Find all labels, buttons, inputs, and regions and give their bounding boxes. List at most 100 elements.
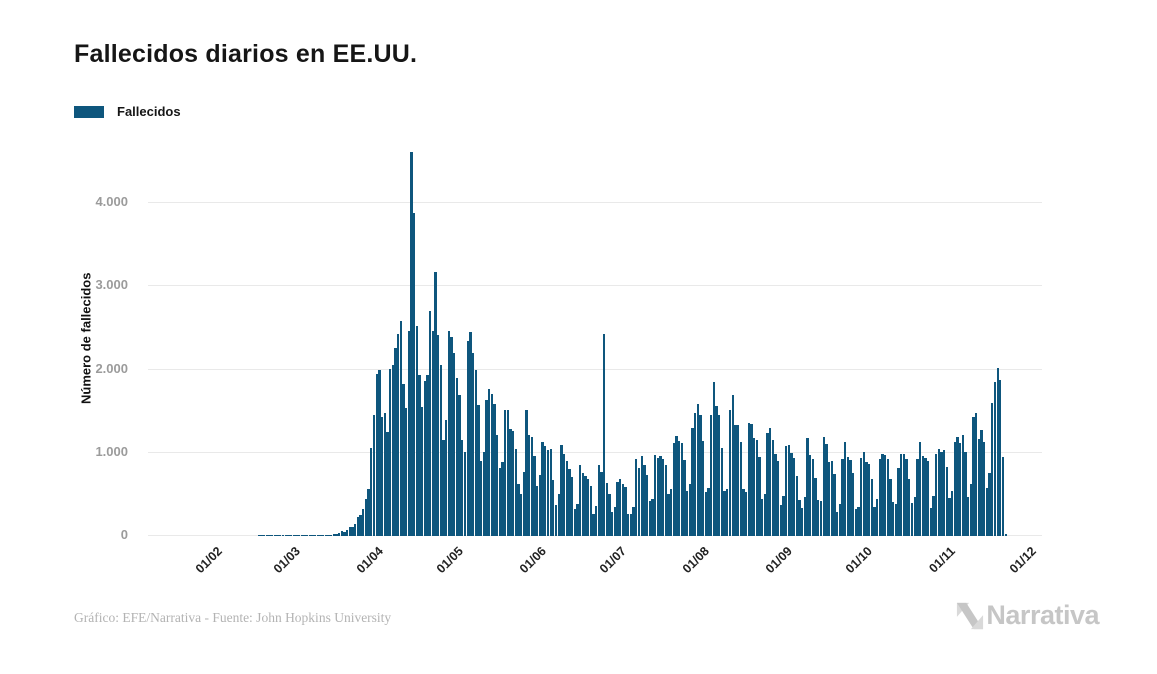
bar bbox=[621, 484, 625, 536]
bar bbox=[370, 447, 373, 536]
bar bbox=[313, 535, 317, 536]
bar bbox=[637, 467, 641, 536]
bar bbox=[736, 425, 740, 536]
bar bbox=[303, 535, 306, 536]
bar bbox=[378, 370, 381, 536]
bar bbox=[672, 442, 675, 536]
bar bbox=[798, 500, 801, 536]
bar bbox=[744, 491, 748, 536]
bar bbox=[429, 311, 432, 536]
bar bbox=[565, 461, 568, 536]
bar bbox=[750, 423, 753, 536]
bar bbox=[268, 535, 271, 536]
bar bbox=[653, 455, 657, 536]
bar bbox=[739, 442, 742, 536]
gridline bbox=[148, 368, 1042, 370]
bar bbox=[977, 438, 981, 536]
bar bbox=[809, 455, 812, 536]
bar bbox=[362, 508, 365, 536]
bar bbox=[996, 367, 999, 536]
bar bbox=[600, 471, 603, 536]
bar bbox=[694, 412, 697, 536]
bar bbox=[677, 441, 681, 536]
bar bbox=[554, 505, 558, 536]
bar bbox=[627, 514, 630, 536]
bar bbox=[664, 465, 667, 536]
bar bbox=[434, 272, 437, 536]
bar bbox=[410, 151, 413, 536]
bar bbox=[359, 515, 362, 536]
bar bbox=[988, 472, 991, 536]
bar bbox=[479, 461, 483, 536]
bar bbox=[367, 489, 370, 536]
bar bbox=[570, 476, 574, 536]
bar bbox=[763, 493, 766, 536]
bar bbox=[335, 534, 338, 536]
bar bbox=[517, 484, 520, 536]
bar bbox=[453, 352, 456, 536]
bar bbox=[538, 475, 542, 536]
bar bbox=[632, 506, 635, 536]
bar bbox=[316, 535, 319, 536]
bar bbox=[458, 395, 461, 536]
bar bbox=[825, 443, 828, 536]
bar bbox=[811, 459, 815, 536]
bar bbox=[388, 368, 392, 536]
bar bbox=[873, 506, 876, 536]
bar bbox=[482, 451, 485, 536]
bar bbox=[897, 467, 900, 536]
bar bbox=[289, 535, 293, 536]
bar bbox=[870, 478, 874, 536]
bar bbox=[461, 440, 464, 536]
bar bbox=[934, 453, 938, 536]
bar bbox=[707, 487, 710, 536]
bar bbox=[498, 467, 501, 536]
bar bbox=[929, 507, 932, 536]
footer-credit: Gráfico: EFE/Narrativa - Fuente: John Ho… bbox=[74, 610, 392, 625]
bar bbox=[613, 506, 617, 536]
bar bbox=[581, 472, 584, 536]
bar bbox=[287, 535, 290, 536]
bar bbox=[629, 513, 633, 536]
bar bbox=[710, 415, 713, 536]
bar bbox=[728, 410, 732, 536]
bar bbox=[999, 380, 1002, 536]
bar bbox=[474, 370, 477, 536]
bar bbox=[608, 493, 611, 536]
bar bbox=[881, 453, 884, 536]
bar bbox=[338, 532, 341, 536]
bar bbox=[528, 434, 531, 536]
bar bbox=[1004, 533, 1007, 536]
bar bbox=[415, 325, 418, 536]
y-axis-labels: 0 1.000 2.000 3.000 4.000 bbox=[60, 140, 138, 542]
bar bbox=[485, 400, 488, 536]
bar bbox=[801, 507, 804, 536]
bar bbox=[380, 417, 384, 536]
bar bbox=[506, 409, 509, 536]
bar bbox=[699, 415, 702, 536]
bar bbox=[324, 535, 327, 536]
bar bbox=[964, 451, 967, 536]
bar bbox=[953, 442, 956, 536]
bar bbox=[908, 478, 911, 536]
bar bbox=[894, 503, 898, 536]
bar bbox=[442, 440, 445, 536]
bar bbox=[688, 483, 691, 536]
bar bbox=[742, 488, 745, 536]
bar bbox=[758, 456, 761, 536]
narrativa-logo-icon bbox=[957, 602, 984, 629]
bar bbox=[643, 465, 646, 536]
bar bbox=[611, 511, 614, 536]
bar bbox=[592, 513, 595, 536]
bar bbox=[431, 331, 435, 536]
bar bbox=[439, 365, 443, 536]
bar bbox=[892, 501, 895, 536]
bar bbox=[407, 331, 410, 536]
bar bbox=[704, 491, 708, 536]
bar bbox=[841, 458, 844, 536]
bar bbox=[680, 442, 683, 536]
bar bbox=[573, 508, 576, 536]
bar bbox=[402, 383, 405, 536]
bar bbox=[447, 330, 451, 536]
bar bbox=[394, 347, 397, 536]
